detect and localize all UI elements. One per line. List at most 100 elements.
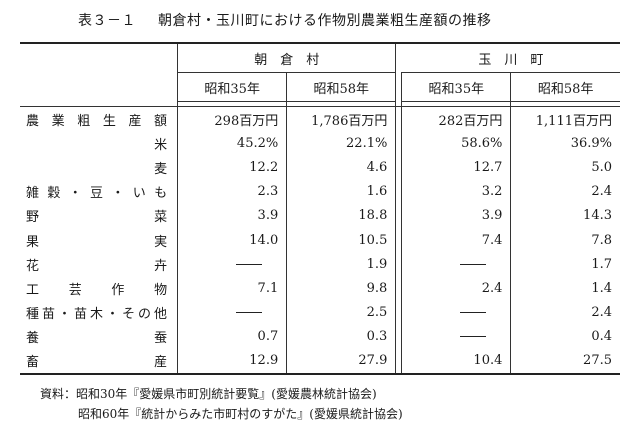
row-label: 果実 [20,228,178,252]
value-cell: 7.4 [401,227,511,253]
value-cell: 298百万円 [177,106,287,132]
row-label: 雑穀・豆・いも [20,180,178,204]
value-cell: 2.3 [177,179,287,204]
row-label-char: 豆 [90,186,104,202]
value-cell: 1.7 [510,252,620,277]
table-title: 表３－１ 朝倉村・玉川町における作物別農業粗生産額の推移 [78,10,492,30]
value-cell: 58.6% [401,131,511,156]
row-label-char: 生 [102,113,116,129]
row-label-char: 農 [26,113,40,129]
year-header: 昭和35年 [177,72,287,102]
value-cell: 9.8 [286,276,396,301]
value-cell: 0.3 [286,324,396,349]
row-label-char: ・ [106,307,120,323]
row-label-char: 苗 [74,307,88,323]
value-cell: 4.6 [286,155,396,180]
row-label-char: 他 [154,307,168,323]
value-cell: 14.0 [177,227,287,253]
row-label: 花卉 [20,252,178,276]
row-label-char: も [154,186,168,202]
value-cell: 1.4 [510,276,620,301]
dash-mark [460,336,487,338]
table-row: 農業粗生産額 298百万円 1,786百万円 282百万円 1,111百万円 [20,106,620,132]
row-label: 畜産 [20,349,178,374]
value-cell: 3.9 [401,203,511,228]
row-label: 麦 [154,161,168,177]
value-cell: 1.9 [286,252,396,277]
value-cell: 2.4 [510,300,620,325]
row-label-char: 木 [90,307,104,323]
value-cell: 7.8 [510,227,620,253]
row-label: 養蚕 [20,325,178,349]
table-row: 果実 14.0 10.5 7.4 7.8 [20,227,620,253]
table-number: 表３－１ [78,13,136,29]
dash-mark [236,263,263,265]
value-cell: 1,111百万円 [510,106,620,132]
source-line-1: 資料：昭和30年『愛媛県市町別統計要覧』(愛媛農林統計協会) [40,387,377,401]
table-title-text: 朝倉村・玉川町における作物別農業粗生産額の推移 [158,13,492,29]
value-cell: 0.4 [510,324,620,349]
row-label-char: 額 [154,113,168,129]
value-cell [177,300,287,325]
row-label-char: ・ [58,307,72,323]
row-label-char: 工 [26,282,40,298]
value-cell: 282百万円 [401,106,511,132]
value-cell: 22.1% [286,131,396,156]
value-cell: 1,786百万円 [286,106,396,132]
value-cell: 3.9 [177,203,287,228]
row-label: 野菜 [20,204,178,228]
value-cell: 45.2% [177,131,287,156]
year-header: 昭和58年 [510,72,620,102]
row-label: 工芸作物 [20,276,178,300]
table-row: 麦 12.2 4.6 12.7 5.0 [20,155,620,180]
row-label-char: そ [122,307,136,323]
value-cell: 36.9% [510,131,620,156]
value-cell: 12.7 [401,155,511,180]
value-cell: 1.6 [286,179,396,204]
row-label-char: 作 [111,282,125,298]
table-row: 工 芸 作 物 7.1 9.8 2.4 1.4 [20,276,620,301]
dash-mark [460,312,487,314]
row-label-char: 野 [26,210,40,226]
production-table: 朝 倉 村 玉 川 町 昭和35年 昭和58年 昭和35年 昭和58年 農業粗生… [20,42,620,376]
row-label: 米 [154,137,168,153]
table-row: 花卉 1.9 1.7 [20,252,620,277]
row-label-char: 果 [26,234,40,250]
town-name: 朝 倉 村 [254,52,320,68]
value-cell: 10.5 [286,227,396,253]
row-label: 農業粗生産額 [20,107,178,132]
source-note: 資料：昭和30年『愛媛県市町別統計要覧』(愛媛農林統計協会) 昭和60年『統計か… [40,384,403,424]
row-label-char: 種 [26,307,40,323]
row-label-char: ・ [68,186,82,202]
year-header: 昭和58年 [286,72,396,102]
row-label-char: 畜 [26,355,40,371]
value-cell: 3.2 [401,179,511,204]
value-cell: 27.5 [510,348,620,375]
table-row: 種苗・苗木・その他 2.5 2.4 [20,300,620,325]
row-label-char: 雑 [26,186,40,202]
table-row: 米 45.2% 22.1% 58.6% 36.9% [20,131,620,156]
source-line-2: 昭和60年『統計からみた市町村のすがた』(愛媛県統計協会) [78,407,403,421]
row-label-char: 穀 [47,186,61,202]
value-cell: 27.9 [286,348,396,375]
row-label-char: 物 [154,282,168,298]
value-cell: 12.2 [177,155,287,180]
town-header-asakura: 朝 倉 村 [177,43,396,73]
row-label: 種苗・苗木・その他 [20,301,178,325]
row-label-char: の [138,307,152,323]
value-cell [401,300,511,325]
row-label-char: 粗 [77,113,91,129]
row-label-char: 芸 [68,282,82,298]
row-label-char: 養 [26,331,40,347]
row-label-char: 菜 [154,210,168,226]
year-header: 昭和35年 [401,72,511,102]
value-cell: 2.5 [286,300,396,325]
value-cell: 10.4 [401,348,511,375]
value-cell: 5.0 [510,155,620,180]
dash-mark [236,312,263,314]
value-cell [177,252,287,277]
town-header-tamagawa: 玉 川 町 [402,43,620,73]
row-label-char: 花 [26,258,40,274]
row-label-char: 蚕 [154,331,168,347]
row-label-char: ・ [111,186,125,202]
